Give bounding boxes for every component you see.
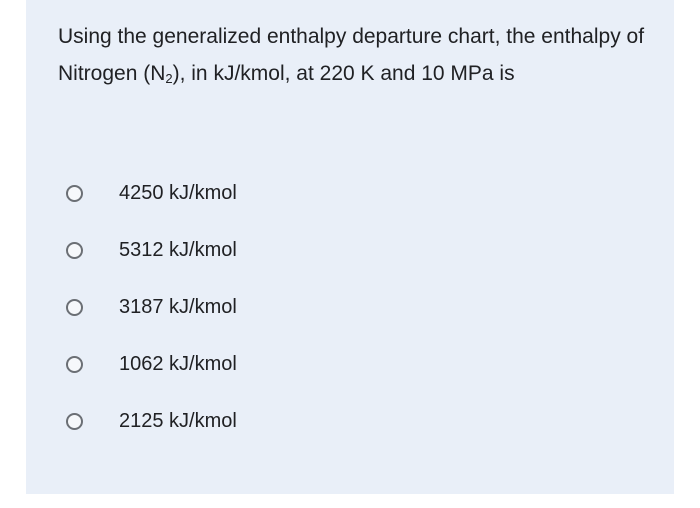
question-text: Using the generalized enthalpy departure…: [58, 18, 648, 92]
option-label: 4250 kJ/kmol: [119, 181, 237, 204]
option-3[interactable]: 3187 kJ/kmol: [66, 292, 237, 322]
option-label: 3187 kJ/kmol: [119, 295, 237, 318]
question-text-part-2: ), in kJ/kmol, at 220 K and 10 MPa is: [172, 62, 515, 85]
radio-button-icon[interactable]: [66, 298, 83, 316]
option-1[interactable]: 4250 kJ/kmol: [66, 178, 237, 208]
option-label: 5312 kJ/kmol: [119, 238, 237, 261]
option-5[interactable]: 2125 kJ/kmol: [66, 406, 237, 436]
radio-button-icon[interactable]: [66, 355, 83, 373]
option-4[interactable]: 1062 kJ/kmol: [66, 349, 237, 379]
answer-options: 4250 kJ/kmol 5312 kJ/kmol 3187 kJ/kmol 1…: [66, 0, 626, 494]
question-text-part-1: Using the generalized enthalpy departure…: [58, 25, 645, 85]
radio-button-icon[interactable]: [66, 412, 83, 430]
radio-button-icon[interactable]: [66, 241, 83, 259]
radio-button-icon[interactable]: [66, 184, 83, 202]
option-label: 2125 kJ/kmol: [119, 409, 237, 432]
question-card: Using the generalized enthalpy departure…: [26, 0, 674, 494]
nitrogen-subscript: 2: [165, 71, 173, 86]
option-2[interactable]: 5312 kJ/kmol: [66, 235, 237, 265]
option-label: 1062 kJ/kmol: [119, 352, 237, 375]
